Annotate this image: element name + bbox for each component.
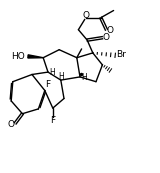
Text: H: H (49, 68, 55, 77)
Text: H: H (81, 73, 87, 82)
Text: H: H (59, 72, 64, 81)
Polygon shape (28, 55, 43, 58)
Text: HO: HO (12, 52, 25, 61)
Text: F: F (45, 80, 50, 89)
Text: O: O (7, 120, 14, 129)
Text: O: O (103, 33, 110, 42)
Text: F: F (50, 116, 55, 125)
Text: O: O (106, 26, 113, 35)
Text: O: O (82, 11, 89, 20)
Text: Br: Br (116, 50, 126, 59)
